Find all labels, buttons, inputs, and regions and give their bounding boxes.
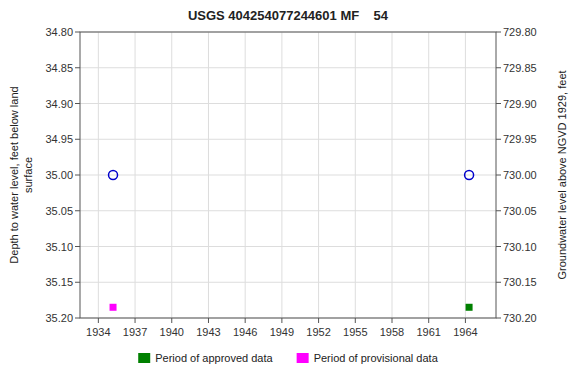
tick-label: 730.00 (503, 169, 537, 181)
tick-label: 1949 (270, 326, 294, 338)
tick-label: 34.80 (45, 26, 73, 38)
tick (98, 318, 99, 323)
y-axis-label-line: surface (22, 157, 34, 193)
marks (109, 171, 474, 311)
tick (75, 32, 80, 33)
grid (80, 32, 496, 318)
tick-label: 1961 (416, 326, 440, 338)
tick-label: 34.90 (45, 98, 73, 110)
tick (496, 246, 501, 247)
y-axis-label: Depth to water level, feet below landsur… (8, 86, 34, 263)
tick (245, 318, 246, 323)
tick (171, 318, 172, 323)
tick (392, 318, 393, 323)
grid-line (80, 139, 496, 140)
chart: 1934 1937 1940 1943 1946 1949 1952 1955 1958 1961… (0, 0, 576, 384)
tick-label: 35.20 (45, 312, 73, 324)
tick (496, 67, 501, 68)
point (466, 304, 473, 311)
tick-label: 730.05 (503, 205, 537, 217)
tick-label: 34.95 (45, 133, 73, 145)
grid-line (80, 175, 496, 176)
tick (355, 318, 356, 323)
legend-swatch (297, 353, 309, 363)
tick (496, 32, 501, 33)
tick (75, 139, 80, 140)
plot-frame (80, 32, 496, 318)
tick (496, 139, 501, 140)
plot-background (80, 32, 496, 318)
tick (318, 318, 319, 323)
tick-label: 1934 (86, 326, 110, 338)
tick (135, 318, 136, 323)
axes: 1934 1937 1940 1943 1946 1949 1952 1955 1958 1961… (45, 26, 536, 338)
tick (281, 318, 282, 323)
tick-label: 34.85 (45, 62, 73, 74)
tick-label: 729.90 (503, 98, 537, 110)
point (110, 304, 117, 311)
tick-label: 1964 (453, 326, 477, 338)
tick (496, 175, 501, 176)
grid-line (80, 103, 496, 104)
tick-label: 35.00 (45, 169, 73, 181)
tick (428, 318, 429, 323)
point (109, 171, 118, 180)
tick-label: 730.20 (503, 312, 537, 324)
tick-label: 1952 (306, 326, 330, 338)
grid-line (80, 67, 496, 68)
tick (496, 282, 501, 283)
grid-line (80, 210, 496, 211)
tick (208, 318, 209, 323)
tick (75, 67, 80, 68)
legend-label: Period of provisional data (314, 352, 439, 364)
legend: Period of approved data Period of provisi… (138, 352, 438, 364)
tick-label: 1940 (160, 326, 184, 338)
tick-label: 35.05 (45, 205, 73, 217)
title: USGS 404254077244601 MF 54 (188, 8, 389, 23)
y2-axis-label: Groundwater level above NGVD 1929, feet (556, 70, 568, 279)
tick-label: 35.15 (45, 276, 73, 288)
tick (75, 175, 80, 176)
tick-label: 1943 (196, 326, 220, 338)
tick (75, 282, 80, 283)
tick (75, 210, 80, 211)
tick-label: 1958 (380, 326, 404, 338)
tick (496, 318, 501, 319)
tick (496, 210, 501, 211)
grid-line (80, 246, 496, 247)
grid-line (80, 282, 496, 283)
tick (75, 103, 80, 104)
legend-item: Period of approved data (138, 352, 273, 364)
tick-label: 1955 (343, 326, 367, 338)
legend-item: Period of provisional data (297, 352, 439, 364)
tick-label: 35.10 (45, 241, 73, 253)
tick-label: 1946 (233, 326, 257, 338)
tick-label: 729.80 (503, 26, 537, 38)
legend-label: Period of approved data (155, 352, 273, 364)
tick-label: 1937 (123, 326, 147, 338)
tick (75, 246, 80, 247)
tick (465, 318, 466, 323)
tick (496, 103, 501, 104)
point (465, 171, 474, 180)
tick-label: 729.95 (503, 133, 537, 145)
tick-label: 730.10 (503, 241, 537, 253)
tick (75, 318, 80, 319)
tick-label: 729.85 (503, 62, 537, 74)
legend-swatch (138, 353, 150, 363)
y-axis-label-line: Depth to water level, feet below land (8, 86, 20, 263)
tick-label: 730.15 (503, 276, 537, 288)
